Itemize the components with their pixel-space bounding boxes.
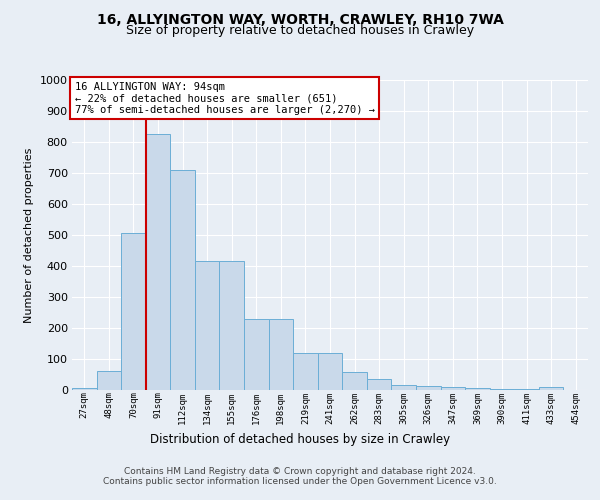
Text: Size of property relative to detached houses in Crawley: Size of property relative to detached ho… [126, 24, 474, 37]
Text: Contains public sector information licensed under the Open Government Licence v3: Contains public sector information licen… [103, 477, 497, 486]
Bar [121, 234, 146, 390]
Bar [465, 388, 490, 390]
Bar [391, 386, 416, 390]
Text: Contains HM Land Registry data © Crown copyright and database right 2024.: Contains HM Land Registry data © Crown c… [124, 467, 476, 476]
Bar [269, 318, 293, 390]
Bar [367, 379, 391, 390]
Bar [293, 353, 318, 390]
Bar [440, 387, 465, 390]
Bar [97, 371, 121, 390]
Bar [244, 318, 269, 390]
Text: Distribution of detached houses by size in Crawley: Distribution of detached houses by size … [150, 432, 450, 446]
Bar [170, 170, 195, 390]
Y-axis label: Number of detached properties: Number of detached properties [24, 148, 34, 322]
Bar [539, 387, 563, 390]
Bar [195, 262, 220, 390]
Text: 16 ALLYINGTON WAY: 94sqm
← 22% of detached houses are smaller (651)
77% of semi-: 16 ALLYINGTON WAY: 94sqm ← 22% of detach… [74, 82, 374, 115]
Bar [416, 386, 440, 390]
Bar [220, 262, 244, 390]
Bar [342, 372, 367, 390]
Text: 16, ALLYINGTON WAY, WORTH, CRAWLEY, RH10 7WA: 16, ALLYINGTON WAY, WORTH, CRAWLEY, RH10… [97, 12, 503, 26]
Bar [318, 353, 342, 390]
Bar [72, 388, 97, 390]
Bar [146, 134, 170, 390]
Bar [490, 389, 514, 390]
Bar [514, 389, 539, 390]
